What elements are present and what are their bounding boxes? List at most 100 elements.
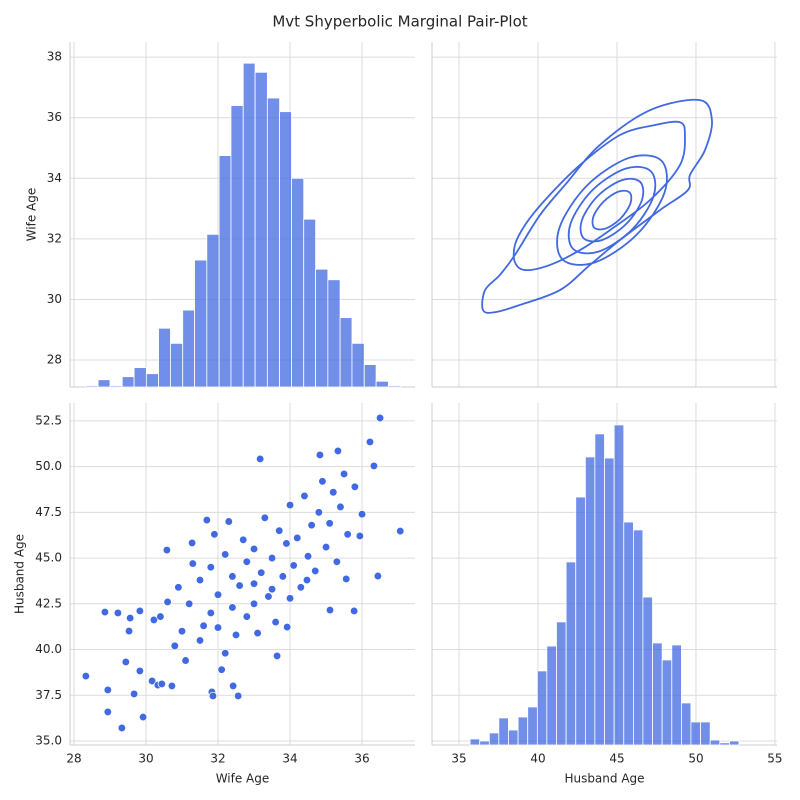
bar — [230, 105, 244, 388]
y-tick-label: 34 — [47, 171, 62, 185]
scatter-point — [255, 454, 265, 464]
kde-contour — [556, 154, 668, 266]
kde-contour — [567, 165, 657, 255]
scatter-point — [333, 446, 343, 456]
scatter-point — [206, 563, 215, 572]
x-tick-label: 35 — [451, 752, 466, 766]
scatter-point — [315, 450, 325, 460]
scatter-point — [396, 526, 405, 536]
kde-contour — [512, 120, 686, 272]
scatter-point — [228, 603, 237, 612]
scatter-point — [221, 550, 230, 559]
scatter-point — [253, 628, 262, 638]
scatter-point — [195, 575, 205, 585]
scatter-point — [163, 597, 172, 607]
bar — [387, 385, 401, 388]
scatter-point — [199, 621, 208, 630]
bar — [556, 621, 567, 746]
scatter-point — [293, 533, 302, 543]
scatter-point — [300, 491, 309, 501]
scatter-point — [272, 651, 282, 661]
bar — [508, 729, 519, 746]
scatter-point — [170, 641, 179, 651]
scatter-point — [355, 531, 365, 541]
scatter-point — [228, 572, 237, 581]
scatter-point — [239, 535, 248, 544]
scatter-point — [343, 530, 352, 539]
bar — [661, 659, 673, 746]
x-tick-label: 28 — [66, 752, 81, 766]
scatter-point — [81, 671, 90, 681]
bar — [546, 645, 557, 746]
y-tick-label: 45.0 — [35, 551, 62, 565]
scatter-point — [264, 592, 273, 601]
scatter-point — [177, 627, 187, 636]
x-tick-label: 30 — [138, 752, 153, 766]
scatter-point — [135, 666, 145, 676]
scatter-point — [275, 526, 284, 535]
kde-contour — [579, 177, 645, 243]
scatter-point — [336, 502, 345, 512]
chart-title: Mvt Shyperbolic Marginal Pair-Plot — [272, 13, 527, 31]
scatter-point — [185, 599, 194, 608]
bar — [633, 529, 644, 746]
bar — [303, 218, 317, 388]
scatter-point — [231, 630, 241, 640]
y-tick-label: 35.0 — [35, 733, 62, 747]
scatter-point — [187, 538, 197, 548]
y-axis-label: Wife Age — [25, 188, 39, 242]
scatter-point — [285, 500, 295, 510]
scatter-point — [117, 723, 127, 733]
scatter-point — [210, 530, 219, 539]
x-tick-label: 45 — [609, 752, 624, 766]
bar — [97, 379, 111, 388]
scatter-point — [325, 519, 334, 528]
scatter-point — [129, 689, 139, 699]
scatter-point — [124, 626, 134, 636]
scatter-point — [167, 681, 177, 691]
bar — [594, 433, 605, 746]
bar — [681, 702, 692, 746]
scatter-point — [208, 691, 218, 701]
kde-contour — [591, 189, 633, 231]
scatter-point — [375, 413, 385, 423]
bar — [479, 740, 490, 746]
bar — [266, 97, 280, 388]
bar — [182, 309, 196, 388]
scatter-point — [213, 590, 223, 599]
x-tick-label: 32 — [210, 752, 225, 766]
scatter-point — [181, 656, 190, 665]
bar — [158, 327, 171, 388]
kde-contour — [481, 98, 713, 314]
bar — [652, 642, 663, 746]
x-tick-label: 55 — [767, 752, 782, 766]
bar — [85, 385, 99, 388]
scatter-point — [157, 679, 166, 689]
scatter-point — [369, 461, 379, 471]
bar — [109, 385, 123, 388]
bar — [642, 596, 653, 746]
scatter-point — [103, 685, 112, 695]
y-tick-label: 37.5 — [35, 688, 62, 702]
bar — [254, 71, 268, 388]
bar — [498, 717, 509, 746]
bar — [575, 496, 586, 746]
bar — [719, 742, 730, 746]
bar — [363, 364, 377, 388]
scatter-point — [318, 477, 327, 486]
scatter-point — [113, 608, 123, 618]
scatter-point — [329, 488, 338, 497]
scatter-point — [285, 594, 295, 603]
scatter-point — [314, 508, 323, 517]
scatter-point — [373, 571, 383, 581]
scatter-point — [188, 559, 197, 568]
bar — [536, 670, 548, 746]
scatter-point — [257, 568, 266, 577]
scatter-point — [147, 676, 157, 686]
scatter-point — [224, 517, 233, 526]
scatter-point — [235, 581, 244, 590]
scatter-point — [156, 612, 165, 621]
bar — [700, 721, 711, 746]
y-tick-label: 38 — [47, 50, 62, 64]
bar — [218, 155, 232, 388]
